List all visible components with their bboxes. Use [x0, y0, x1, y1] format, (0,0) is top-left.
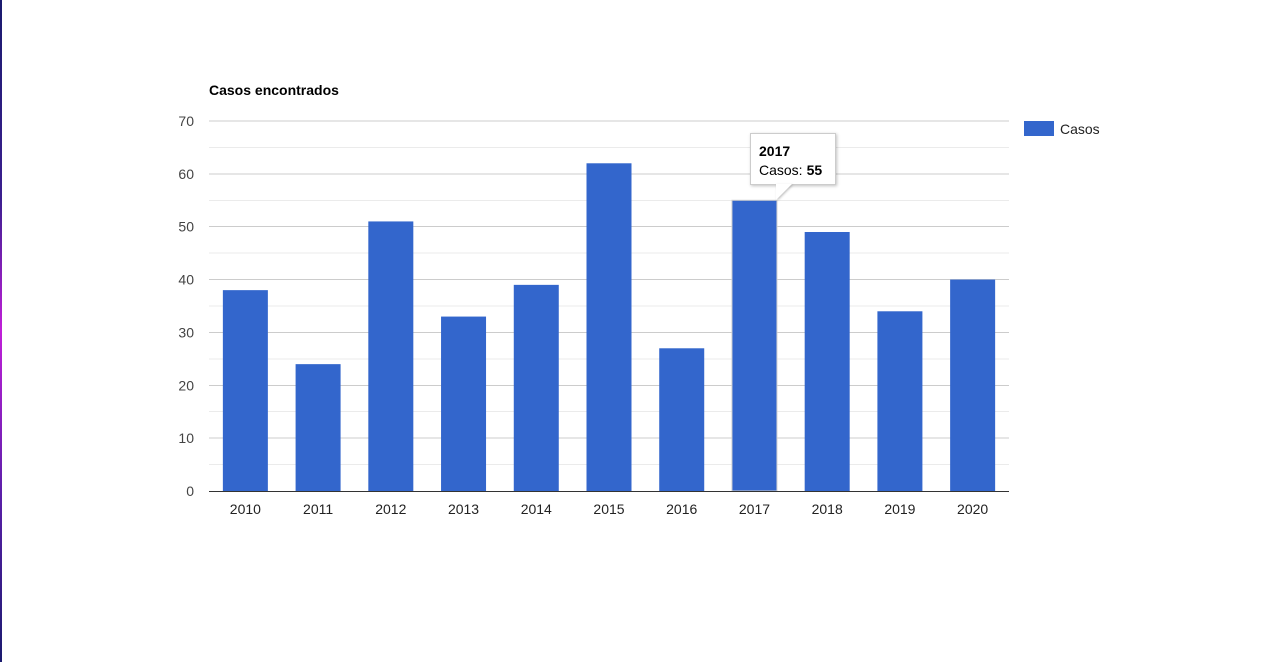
x-tick-label: 2012 — [375, 501, 406, 517]
chart-title: Casos encontrados — [209, 82, 339, 98]
window-edge — [0, 0, 2, 662]
tooltip-pointer — [776, 184, 792, 200]
y-tick-label: 20 — [178, 377, 194, 393]
x-tick-label: 2014 — [521, 501, 552, 517]
y-axis-ticks: 0 10 20 30 40 50 60 70 — [178, 113, 194, 499]
y-tick-label: 70 — [178, 113, 194, 129]
bar-2012[interactable] — [368, 221, 414, 491]
bar-2020[interactable] — [950, 279, 996, 491]
x-axis-ticks: 2010 2011 2012 2013 2014 2015 2016 2017 2018 2019… — [230, 501, 989, 517]
tooltip-row: Casos: 55 — [759, 160, 835, 180]
tooltip: 2017 Casos: 55 — [750, 133, 836, 185]
x-tick-label: 2019 — [884, 501, 915, 517]
bar-2016[interactable] — [659, 348, 705, 491]
x-tick-label: 2018 — [812, 501, 843, 517]
bar-2014[interactable] — [513, 284, 559, 491]
y-tick-label: 50 — [178, 219, 194, 235]
y-tick-label: 10 — [178, 430, 194, 446]
y-tick-label: 0 — [186, 483, 194, 499]
grid-lines — [209, 120, 1009, 466]
tooltip-title: 2017 — [759, 143, 791, 159]
bars — [222, 163, 996, 492]
x-tick-label: 2013 — [448, 501, 479, 517]
x-tick-label: 2010 — [230, 501, 261, 517]
bar-2013[interactable] — [441, 316, 487, 491]
legend-swatch[interactable] — [1024, 121, 1054, 136]
bar-2018[interactable] — [804, 232, 850, 491]
y-tick-label: 60 — [178, 166, 194, 182]
bar-2019[interactable] — [877, 311, 923, 491]
y-tick-label: 30 — [178, 324, 194, 340]
x-tick-label: 2011 — [303, 501, 333, 517]
tooltip-value: 55 — [806, 162, 823, 178]
bar-2015[interactable] — [586, 163, 632, 492]
x-tick-label: 2015 — [593, 501, 624, 517]
x-tick-label: 2017 — [739, 501, 770, 517]
tooltip-label: Casos: — [759, 162, 803, 178]
legend-label[interactable]: Casos — [1060, 121, 1100, 137]
x-tick-label: 2020 — [957, 501, 988, 517]
bar-2010[interactable] — [222, 290, 268, 491]
bar-2017[interactable] — [731, 199, 778, 492]
x-tick-label: 2016 — [666, 501, 697, 517]
bar-2011[interactable] — [295, 364, 341, 491]
y-tick-label: 40 — [178, 272, 194, 288]
